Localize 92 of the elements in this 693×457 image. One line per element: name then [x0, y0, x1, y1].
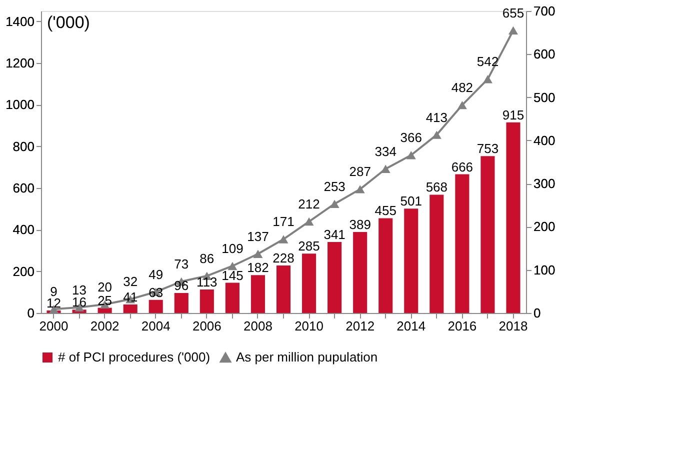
data-label: 171: [272, 214, 294, 230]
y2-tick-label: 400: [534, 132, 556, 148]
data-label: 287: [349, 164, 371, 180]
x-tick-label: 2000: [39, 318, 68, 334]
point: [432, 130, 442, 139]
bar: [276, 266, 291, 313]
data-label: 212: [298, 196, 320, 212]
x-tick-label: 2010: [294, 318, 324, 334]
y-tick-label: 400: [12, 222, 34, 238]
bar: [148, 300, 163, 313]
point: [482, 75, 492, 84]
annotation: ('000): [47, 13, 90, 32]
bar: [302, 254, 316, 313]
data-label: 228: [272, 250, 294, 266]
bar: [225, 282, 240, 313]
data-label: 145: [222, 268, 244, 283]
point: [253, 250, 263, 258]
y-tick-label: 800: [12, 138, 34, 154]
data-label: 389: [349, 216, 371, 232]
data-label: 915: [502, 107, 524, 122]
data-label: 86: [200, 250, 214, 266]
bar: [378, 218, 393, 313]
x-tick-label: 2016: [448, 318, 477, 334]
data-label: 501: [400, 194, 422, 209]
x-tick-label: 2018: [498, 318, 528, 334]
data-label: 73: [174, 256, 189, 272]
point: [406, 150, 416, 160]
x-tick-label: 2008: [244, 318, 272, 334]
point: [278, 235, 288, 244]
y-tick-label: 0: [27, 306, 34, 320]
bar: [506, 122, 520, 313]
bar: [328, 242, 342, 313]
y2-tick-label: 100: [534, 262, 556, 278]
bar: [455, 174, 470, 313]
y-tick-label: 1200: [6, 56, 34, 71]
bar: [174, 293, 188, 313]
legend-label: As per million pupulation: [236, 350, 378, 364]
y2-tick-label: 500: [534, 90, 556, 105]
data-label: 568: [426, 180, 448, 195]
y2-tick-label: 0: [534, 306, 541, 320]
y-tick-label: 600: [12, 180, 34, 196]
data-label: 113: [196, 274, 218, 290]
bar: [480, 156, 495, 313]
point: [355, 185, 365, 194]
x-tick-label: 2012: [346, 318, 375, 334]
bar: [250, 275, 265, 313]
y2-tick-label: 600: [534, 46, 556, 62]
data-label: 16: [72, 294, 87, 310]
x-tick-label: 2004: [141, 318, 170, 334]
bar: [404, 208, 418, 313]
y-tick-label: 1400: [6, 14, 34, 29]
y-tick-label: 200: [12, 264, 34, 279]
x-tick-label: 2014: [396, 318, 426, 334]
data-label: 455: [374, 203, 396, 218]
data-label: 482: [451, 80, 474, 96]
data-label: 542: [476, 54, 499, 70]
data-label: 366: [400, 130, 422, 146]
data-label: 285: [298, 238, 320, 254]
point: [380, 164, 390, 174]
bar: [123, 304, 138, 313]
y2-tick-label: 700: [534, 4, 556, 18]
x-tick-label: 2006: [192, 318, 222, 334]
point: [508, 26, 518, 35]
data-label: 253: [324, 178, 346, 194]
x-tick-label: 2002: [90, 318, 120, 334]
y-tick-label: 1000: [6, 97, 34, 112]
data-label: 334: [374, 144, 396, 159]
data-label: 413: [426, 110, 448, 125]
y2-tick-label: 300: [534, 176, 556, 192]
data-label: 655: [502, 5, 524, 20]
data-label: 109: [222, 240, 244, 256]
data-label: 32: [123, 274, 138, 290]
bar: [430, 194, 444, 313]
data-label: 753: [476, 141, 499, 156]
data-label: 41: [123, 289, 138, 304]
point: [228, 262, 238, 270]
data-label: 49: [148, 266, 164, 282]
data-label: 20: [98, 279, 112, 294]
point: [457, 100, 467, 110]
data-label: 96: [174, 278, 189, 294]
point: [304, 217, 314, 226]
data-label: 137: [247, 228, 269, 244]
data-label: 666: [451, 159, 474, 174]
data-label: 341: [324, 226, 346, 242]
point: [330, 200, 340, 208]
bar: [200, 289, 214, 313]
data-label: 182: [247, 260, 269, 276]
data-label: 25: [98, 292, 112, 308]
legend-label: # of PCI procedures ('000): [58, 350, 210, 364]
y2-tick-label: 200: [534, 219, 556, 234]
bar: [353, 232, 368, 313]
data-label: 13: [72, 282, 87, 298]
